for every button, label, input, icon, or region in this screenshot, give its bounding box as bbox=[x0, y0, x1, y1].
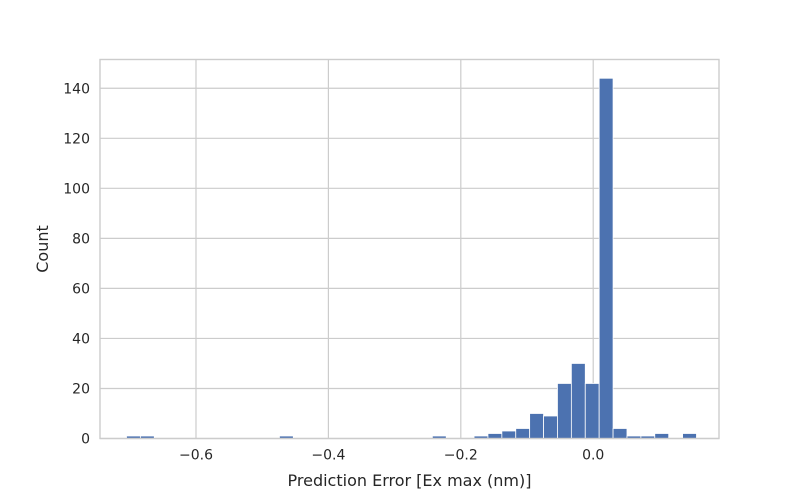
y-tick-label: 60 bbox=[72, 281, 90, 297]
histogram-bar bbox=[598, 77, 614, 439]
plot-frame bbox=[99, 58, 720, 440]
x-tick-label: −0.6 bbox=[179, 448, 213, 464]
y-tick-label: 20 bbox=[72, 381, 90, 397]
y-tick-label: 80 bbox=[72, 231, 90, 247]
histogram-bar bbox=[570, 363, 586, 439]
histogram-bar bbox=[557, 383, 572, 439]
x-tick-label: −0.4 bbox=[311, 448, 345, 464]
histogram-bar bbox=[501, 430, 517, 439]
y-tick-label: 0 bbox=[81, 432, 90, 448]
histogram-bar bbox=[515, 428, 531, 439]
histogram-bar bbox=[529, 413, 544, 439]
y-tick-label: 140 bbox=[63, 81, 90, 97]
histogram-bar bbox=[682, 433, 697, 439]
histogram-bar bbox=[654, 433, 670, 439]
histogram-bars bbox=[126, 77, 697, 439]
y-tick-label: 100 bbox=[63, 181, 90, 197]
histogram-bar bbox=[584, 383, 600, 439]
histogram-bar bbox=[612, 428, 628, 439]
y-tick-label: 40 bbox=[72, 331, 90, 347]
histogram-bar bbox=[487, 433, 503, 439]
x-axis-ticks: −0.6 −0.4 −0.2 0.0 bbox=[179, 448, 604, 464]
x-tick-label: −0.2 bbox=[444, 448, 478, 464]
x-tick-label: 0.0 bbox=[582, 448, 604, 464]
y-axis-label: Count bbox=[33, 225, 52, 273]
grid-lines bbox=[100, 59, 719, 440]
histogram-bar bbox=[543, 415, 558, 439]
y-tick-label: 120 bbox=[63, 131, 90, 147]
x-axis-label: Prediction Error [Ex max (nm)] bbox=[288, 471, 532, 490]
y-axis-ticks: 0 20 40 60 80 100 120 140 bbox=[63, 81, 90, 447]
